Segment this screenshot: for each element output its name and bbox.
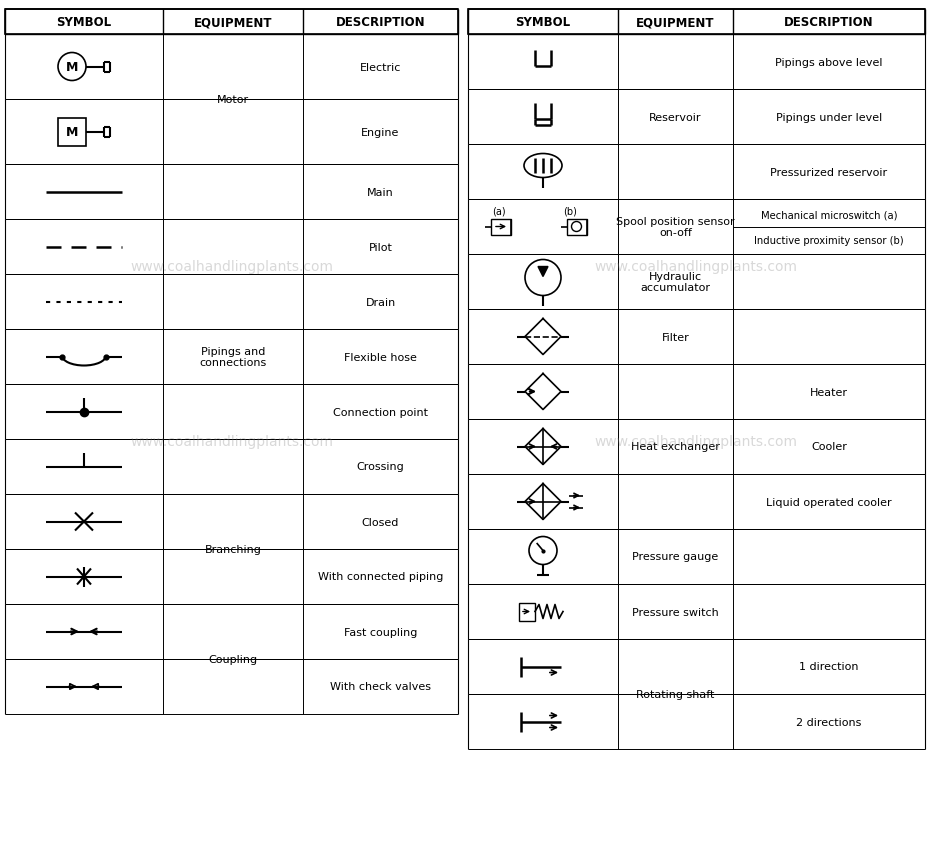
Text: Reservoir: Reservoir [649,113,702,122]
Text: Connection point: Connection point [333,407,428,417]
Text: 1 direction: 1 direction [799,662,858,672]
Bar [566,220,587,235]
Bar [5,10,458,35]
Text: Heat exchanger: Heat exchanger [631,442,720,452]
Text: Motor: Motor [217,95,249,105]
Text: M: M [66,126,78,139]
Text: Pressurized reservoir: Pressurized reservoir [770,167,887,177]
Text: Drain: Drain [365,297,395,307]
Text: Heater: Heater [810,387,848,397]
Bar [468,10,925,35]
Text: Mechanical microswitch (a): Mechanical microswitch (a) [761,210,897,220]
Text: (b): (b) [564,207,578,216]
Text: Crossing: Crossing [356,462,405,472]
Text: www.coalhandlingplants.com: www.coalhandlingplants.com [594,435,798,449]
Polygon shape [538,267,548,277]
Text: Fast coupling: Fast coupling [344,627,418,637]
Text: Pipings under level: Pipings under level [776,113,883,122]
Text: Pipings and
connections: Pipings and connections [199,346,267,368]
Text: Cooler: Cooler [811,442,847,452]
Text: EQUIPMENT: EQUIPMENT [636,16,715,29]
Bar [491,220,511,235]
Bar [58,118,86,146]
Text: Spool position sensor
on-off: Spool position sensor on-off [617,216,735,238]
Text: Rotating shaft: Rotating shaft [636,689,714,699]
Text: Coupling: Coupling [208,654,258,664]
Text: DESCRIPTION: DESCRIPTION [336,16,425,29]
Text: www.coalhandlingplants.com: www.coalhandlingplants.com [130,435,334,449]
Text: 2 directions: 2 directions [796,716,862,727]
Text: Pilot: Pilot [368,242,392,252]
Text: Branching: Branching [205,544,261,554]
Text: SYMBOL: SYMBOL [57,16,112,29]
Text: Main: Main [367,188,394,197]
Text: With check valves: With check valves [330,682,431,691]
Text: Closed: Closed [362,517,399,527]
Bar [519,603,535,621]
Text: www.coalhandlingplants.com: www.coalhandlingplants.com [130,260,334,274]
Text: Pressure switch: Pressure switch [632,607,719,616]
Text: DESCRIPTION: DESCRIPTION [784,16,874,29]
Text: Engine: Engine [362,127,400,138]
Text: SYMBOL: SYMBOL [515,16,571,29]
Text: Inductive proximity sensor (b): Inductive proximity sensor (b) [754,235,904,245]
Text: Filter: Filter [661,332,689,342]
Text: (a): (a) [492,207,506,216]
Text: Hydraulic
accumulator: Hydraulic accumulator [641,271,711,293]
Text: With connected piping: With connected piping [318,572,444,582]
Text: Pipings above level: Pipings above level [776,58,883,67]
Text: EQUIPMENT: EQUIPMENT [193,16,272,29]
Text: Flexible hose: Flexible hose [344,352,417,362]
Text: Liquid operated cooler: Liquid operated cooler [766,497,892,507]
Text: Pressure gauge: Pressure gauge [632,552,719,562]
Text: www.coalhandlingplants.com: www.coalhandlingplants.com [594,260,798,274]
Text: M: M [66,61,78,74]
Text: Electric: Electric [360,63,401,72]
